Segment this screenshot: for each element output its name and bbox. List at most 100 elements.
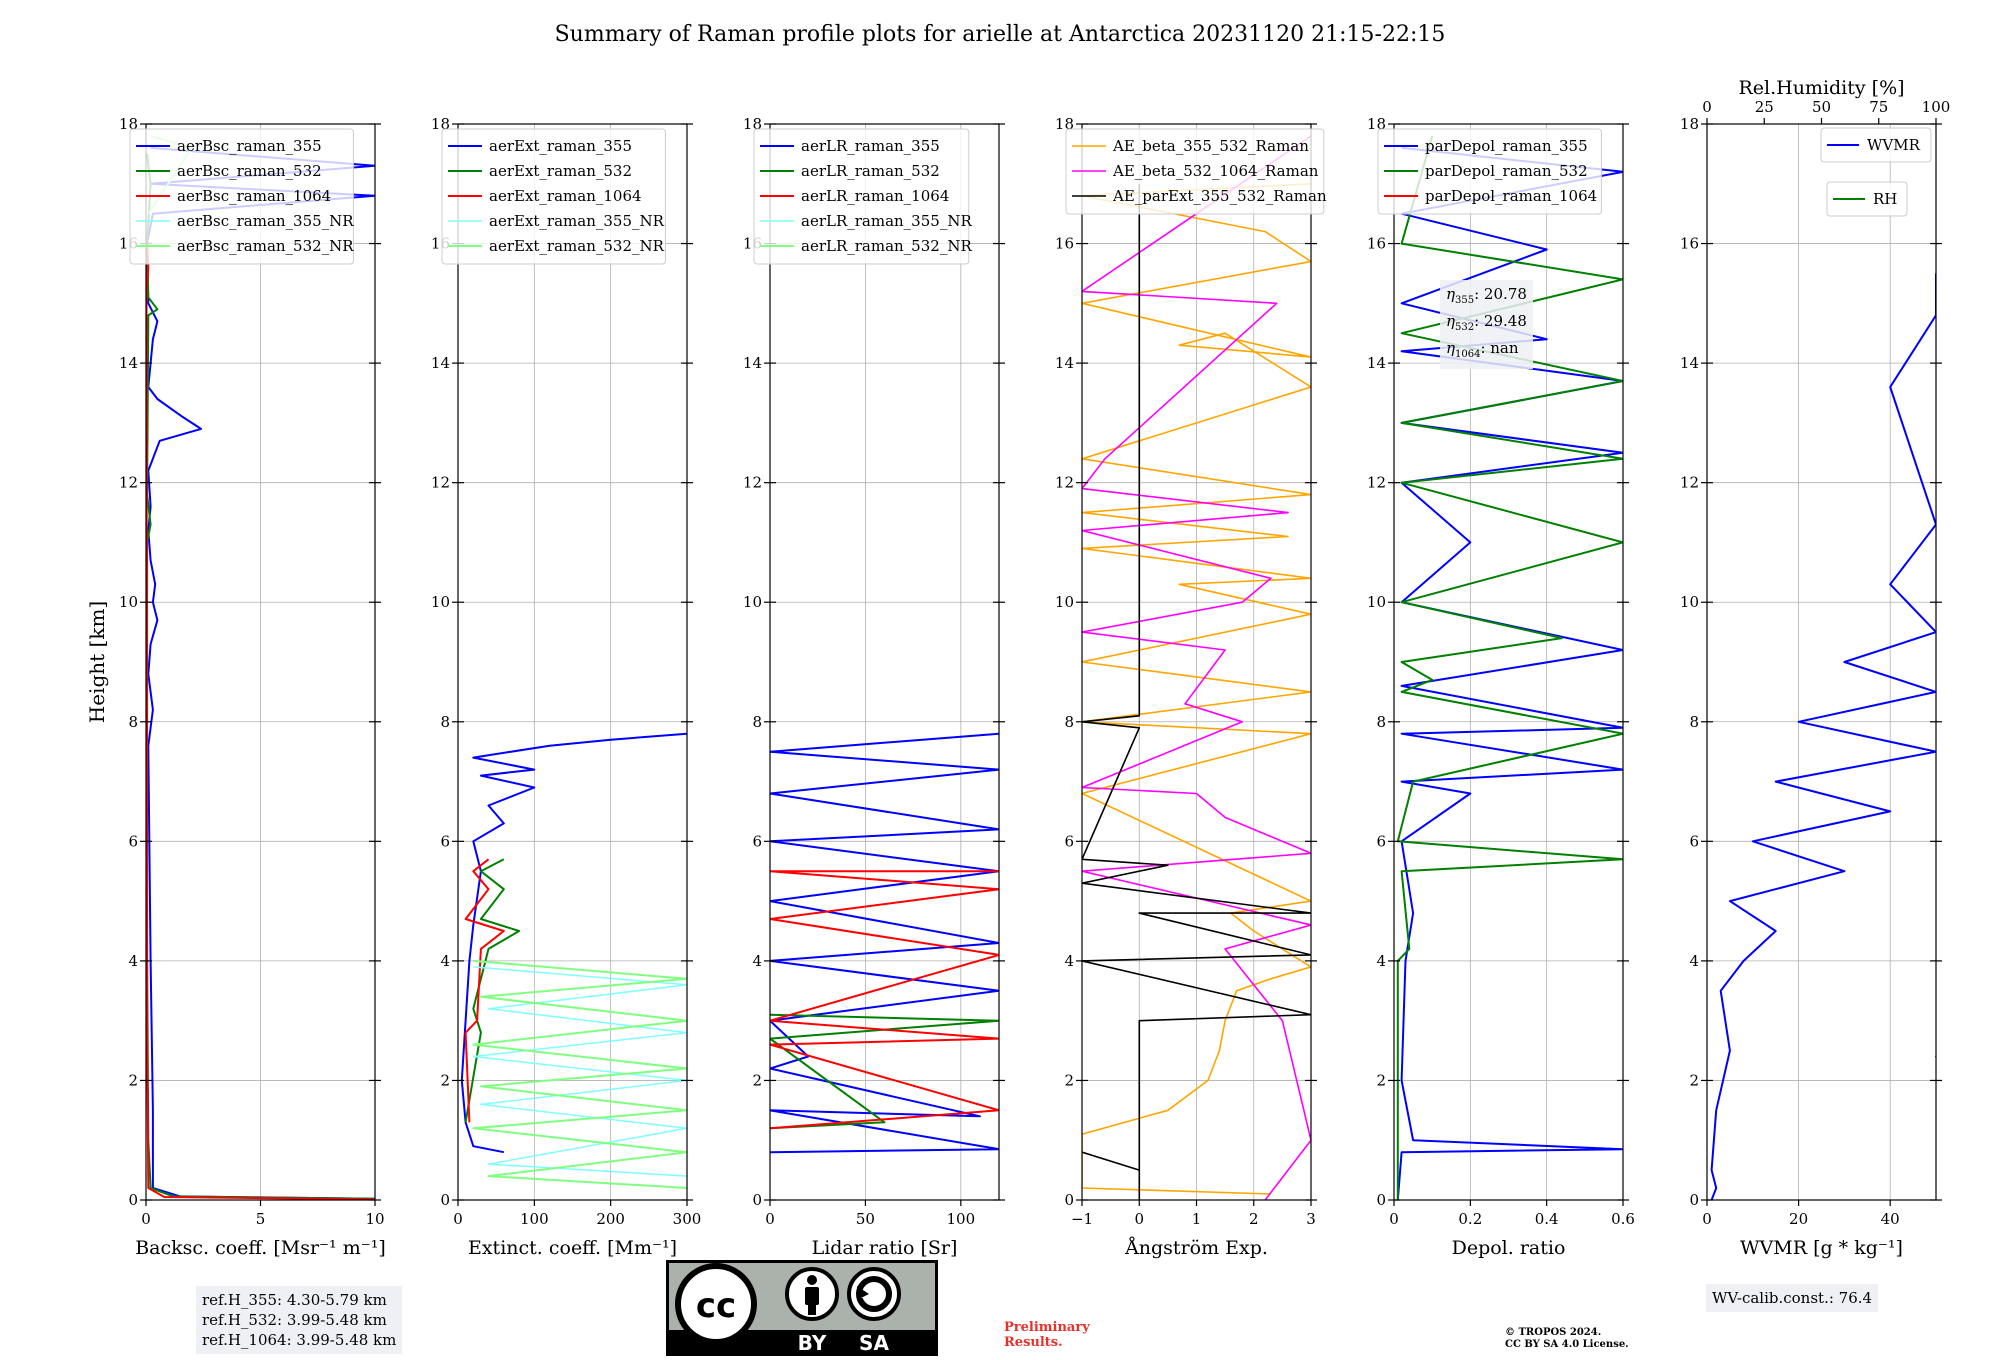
y-tick-label: 2 [1064, 1071, 1074, 1089]
top-x-tick-label: 50 [1812, 98, 1831, 116]
figure-title: Summary of Raman profile plots for ariel… [554, 22, 1446, 47]
legend-label-aerBsc_raman_355_NR: aerBsc_raman_355_NR [177, 212, 354, 230]
y-tick-label: 12 [431, 474, 450, 492]
legend-label-parDepol_raman_355: parDepol_raman_355 [1425, 137, 1588, 155]
y-tick-label: 0 [1064, 1191, 1074, 1209]
x-tick-label: 0 [765, 1210, 775, 1228]
eta-532: η532: 29.48 [1446, 312, 1527, 333]
x-tick-label: 0.4 [1535, 1210, 1559, 1228]
top-x-tick-label: 100 [1922, 98, 1951, 116]
series-WVMR [1710, 273, 1936, 1200]
cc-license-badge: cc BY SA [666, 1260, 938, 1356]
x-tick-label: 2 [1249, 1210, 1259, 1228]
y-tick-label: 8 [1689, 713, 1699, 731]
ref-height-532: ref.H_532: 3.99-5.48 km [202, 1311, 387, 1329]
series-aerExt_raman_1064 [464, 858, 505, 1123]
legend-label-aerBsc_raman_355: aerBsc_raman_355 [177, 137, 322, 155]
x-tick-label: 1 [1192, 1210, 1202, 1228]
axes-frame [457, 123, 688, 1201]
y-tick-label: 10 [1055, 593, 1074, 611]
x-tick-label: −1 [1071, 1210, 1093, 1228]
x-tick-label: 100 [947, 1210, 976, 1228]
y-tick-label: 6 [440, 832, 450, 850]
legend-label-aerLR_raman_355_NR: aerLR_raman_355_NR [801, 212, 972, 230]
x-axis-label: Extinct. coeff. [Mm⁻¹] [468, 1237, 677, 1259]
legend: WVMR RH [1820, 127, 1932, 217]
y-tick-label: 8 [752, 713, 762, 731]
top-x-tick-label: 25 [1755, 98, 1774, 116]
legend-box [753, 128, 970, 265]
legend-label-aerLR_raman_1064: aerLR_raman_1064 [801, 187, 949, 205]
legend-label-aerExt_raman_532_NR: aerExt_raman_532_NR [489, 237, 665, 255]
y-tick-label: 4 [1064, 952, 1074, 970]
series-aerExt_raman_355 [460, 732, 687, 1154]
copyright-note: © TROPOS 2024. CC BY SA 4.0 License. [1505, 1327, 1629, 1350]
y-tick-label: 14 [1367, 354, 1386, 372]
x-tick-label: 0.2 [1458, 1210, 1482, 1228]
y-tick-label: 6 [1689, 832, 1699, 850]
y-axis-label: Height [km] [85, 601, 109, 723]
y-tick-label: 4 [1689, 952, 1699, 970]
series-aerExt_raman_532 [464, 858, 521, 1123]
y-tick-label: 0 [1689, 1191, 1699, 1209]
legend-label-aerLR_raman_532: aerLR_raman_532 [801, 162, 940, 180]
x-axis-label: WVMR [g * kg⁻¹] [1740, 1237, 1903, 1259]
series-aerBsc_raman_1064 [146, 243, 375, 1200]
axes-frame [769, 123, 1000, 1201]
x-tick-label: 0 [1134, 1210, 1144, 1228]
x-tick-label: 200 [596, 1210, 625, 1228]
x-tick-label: 3 [1306, 1210, 1316, 1228]
x-tick-label: 0.6 [1611, 1210, 1635, 1228]
y-tick-label: 4 [752, 952, 762, 970]
eta-1064: η1064: nan [1446, 339, 1519, 360]
legend-label-aerBsc_raman_532: aerBsc_raman_532 [177, 162, 322, 180]
series-aerLR_raman_355 [770, 732, 999, 1154]
preliminary-note: Preliminary Results. [1004, 1320, 1090, 1350]
x-tick-label: 10 [365, 1210, 384, 1228]
legend-box [1377, 128, 1602, 215]
x-tick-label: 0 [453, 1210, 463, 1228]
eta-box: η355: 20.78 η532: 29.48 η1064: nan [1440, 280, 1533, 369]
y-tick-label: 0 [128, 1191, 138, 1209]
x-tick-label: 0 [1389, 1210, 1399, 1228]
x-tick-label: 5 [256, 1210, 266, 1228]
y-tick-label: 12 [1367, 474, 1386, 492]
x-tick-label: 50 [856, 1210, 875, 1228]
legend-box [129, 128, 354, 265]
y-tick-label: 4 [440, 952, 450, 970]
ref-heights-box: ref.H_355: 4.30-5.79 km ref.H_532: 3.99-… [196, 1286, 403, 1354]
x-tick-label: 300 [673, 1210, 702, 1228]
series-AE_beta_532_1064_Raman [1082, 135, 1311, 1200]
legend-box [1826, 181, 1908, 217]
legend-label-aerBsc_raman_532_NR: aerBsc_raman_532_NR [177, 237, 354, 255]
series-AE_parExt_355_532_Raman [1082, 183, 1311, 1200]
y-tick-label: 0 [1376, 1191, 1386, 1209]
y-tick-label: 14 [1055, 354, 1074, 372]
y-tick-label: 10 [1680, 593, 1699, 611]
by-person-icon [807, 1275, 817, 1285]
y-tick-label: 4 [128, 952, 138, 970]
legend-label-AE_parExt_355_532_Raman: AE_parExt_355_532_Raman [1112, 187, 1327, 205]
series-aerExt_raman_355_NR [472, 966, 687, 1177]
top-axis-label: Rel.Humidity [%] [1738, 77, 1904, 99]
legend-box [441, 128, 666, 265]
wv-calib-box: WV-calib.const.: 76.4 [1706, 1284, 1879, 1312]
x-tick-label: 20 [1789, 1210, 1808, 1228]
y-tick-label: 8 [1376, 713, 1386, 731]
legend-label-aerBsc_raman_1064: aerBsc_raman_1064 [177, 187, 331, 205]
x-tick-label: 0 [141, 1210, 151, 1228]
legend: parDepol_raman_355 parDepol_raman_532 parD… [1377, 128, 1602, 215]
y-tick-label: 16 [1680, 235, 1699, 253]
legend-label-AE_beta_355_532_Raman: AE_beta_355_532_Raman [1112, 137, 1309, 155]
x-axis-label: Lidar ratio [Sr] [812, 1237, 958, 1259]
legend-label-AE_beta_532_1064_Raman: AE_beta_532_1064_Raman [1112, 162, 1319, 180]
legend-label-RH: RH [1873, 190, 1897, 208]
y-tick-label: 2 [128, 1071, 138, 1089]
legend-label-parDepol_raman_532: parDepol_raman_532 [1425, 162, 1588, 180]
y-tick-label: 12 [119, 474, 138, 492]
